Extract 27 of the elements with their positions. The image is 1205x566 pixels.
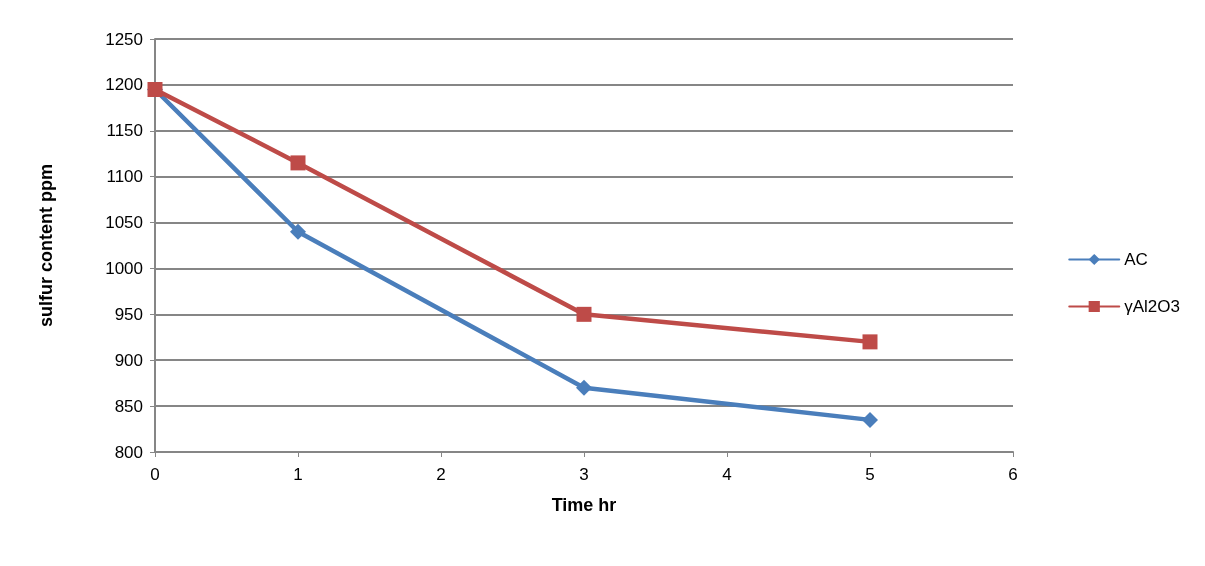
y-tick-label: 850 [114, 396, 143, 416]
point [290, 223, 306, 240]
x-tick-label: 5 [865, 465, 875, 484]
y-tick-label: 900 [114, 350, 143, 370]
legend-label: γAl2O3 [1124, 297, 1180, 316]
point [576, 306, 592, 322]
y-tick-label: 950 [114, 304, 143, 324]
x-tick-label: 3 [579, 465, 589, 484]
point [290, 155, 306, 171]
x-tick-label: 2 [436, 465, 446, 484]
y-tick-label: 1000 [105, 258, 143, 278]
y-tick-label: 1200 [105, 75, 143, 95]
legend-label: AC [1124, 250, 1148, 269]
y-tick-label: 1050 [105, 213, 143, 233]
x-axis-title: Time hr [551, 495, 617, 515]
x-tick-label: 1 [293, 465, 303, 484]
y-axis-title: sulfur content ppm [36, 164, 56, 327]
point [862, 411, 878, 428]
point [576, 379, 592, 396]
x-tick-label: 0 [150, 465, 160, 484]
x-tick-label: 4 [722, 465, 732, 484]
y-tick-label: 1250 [105, 29, 143, 49]
y-tick-label: 1100 [106, 167, 143, 187]
y-tick-label: 800 [114, 442, 143, 462]
y-tick-label: 1150 [106, 121, 143, 141]
x-tick-label: 6 [1008, 465, 1018, 484]
point [862, 334, 878, 350]
